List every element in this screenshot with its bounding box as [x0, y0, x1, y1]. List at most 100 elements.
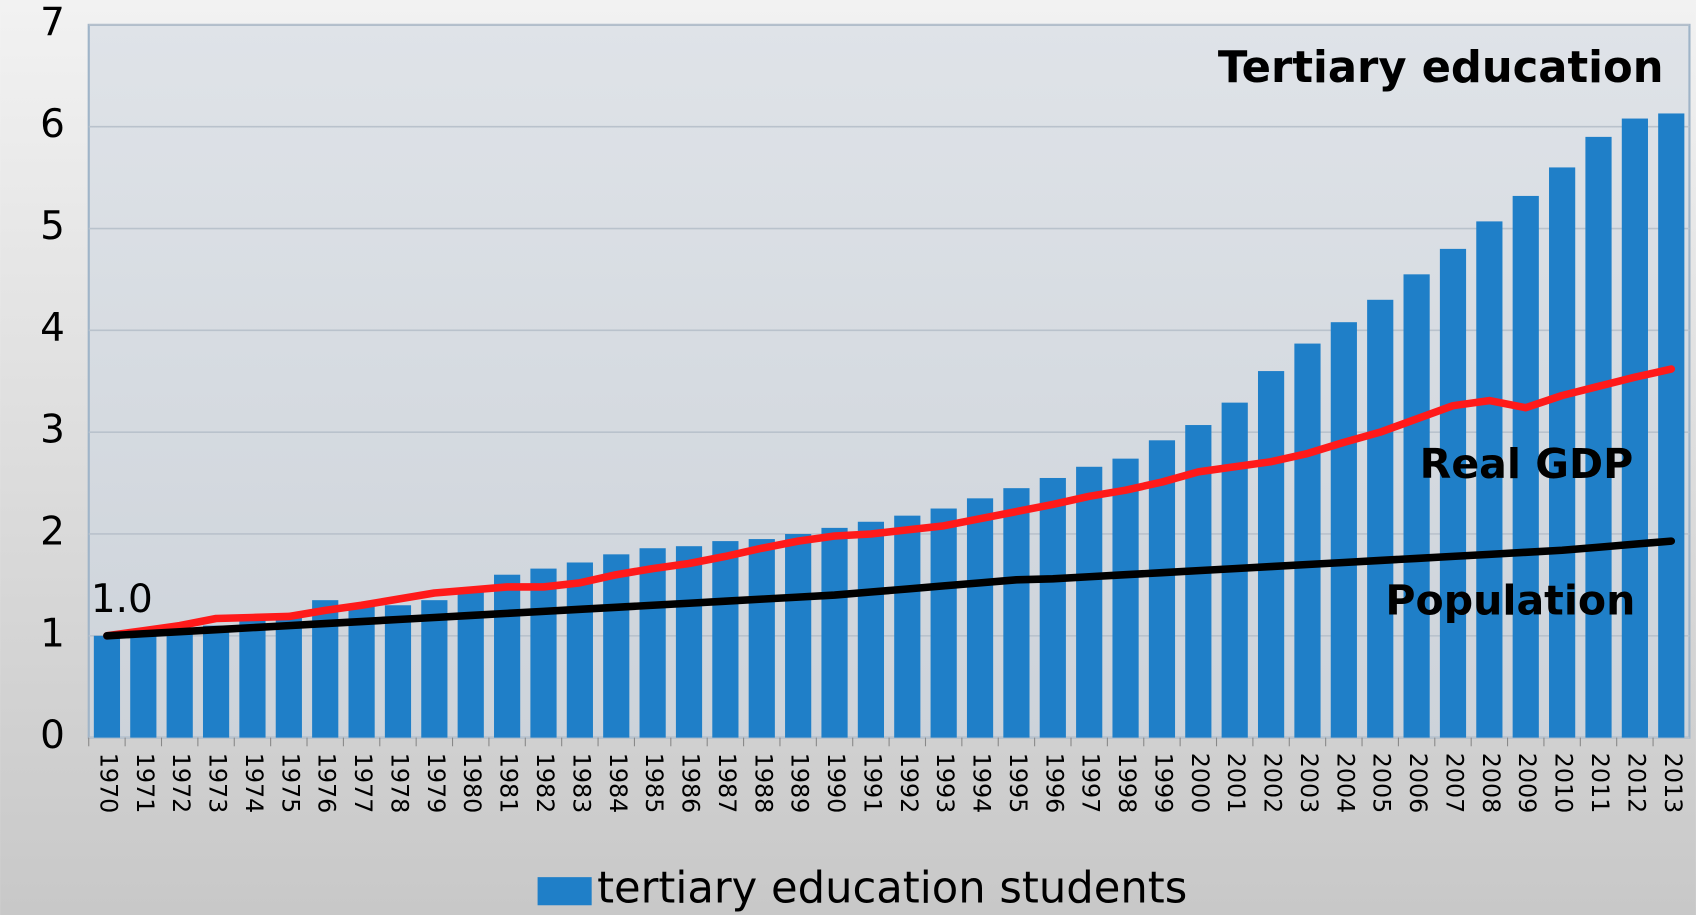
bar — [202, 625, 230, 738]
x-tick-label: 1983 — [567, 753, 595, 814]
bar — [675, 546, 703, 738]
bar — [785, 533, 812, 738]
x-tick-label: 1989 — [786, 753, 814, 814]
bar — [1148, 440, 1176, 738]
x-tick-label: 1982 — [531, 753, 559, 814]
x-tick-label: 1993 — [931, 753, 959, 814]
x-tick-label: 1991 — [858, 753, 886, 814]
bar — [966, 498, 994, 738]
bar — [1585, 136, 1612, 738]
bar — [1621, 118, 1648, 738]
x-tick-label: 1972 — [167, 753, 195, 814]
bar — [421, 600, 448, 738]
x-tick-label: 2002 — [1259, 753, 1287, 814]
bar — [275, 615, 302, 738]
bar — [1549, 167, 1576, 738]
bar — [348, 605, 375, 738]
x-tick-label: 2003 — [1295, 753, 1323, 814]
x-tick-label: 1977 — [349, 753, 377, 814]
x-tick-label: 2001 — [1222, 753, 1250, 814]
y-tick-label: 3 — [40, 408, 65, 453]
bar — [566, 562, 593, 738]
y-tick-label: 5 — [40, 204, 65, 249]
bar — [1076, 466, 1103, 738]
annotation: Tertiary education — [1218, 43, 1664, 93]
bar — [1039, 477, 1066, 738]
x-tick-label: 1974 — [240, 753, 268, 814]
bar — [494, 574, 521, 738]
x-tick-label: 1975 — [276, 753, 304, 814]
bar — [530, 568, 557, 738]
x-tick-label: 1984 — [604, 753, 632, 814]
x-tick-label: 2011 — [1586, 753, 1614, 814]
x-tick-label: 1988 — [749, 753, 777, 814]
bar — [239, 620, 266, 738]
x-tick-label: 2005 — [1368, 753, 1396, 814]
y-tick-label: 7 — [40, 0, 65, 45]
x-tick-label: 1996 — [1040, 753, 1068, 814]
bar — [1112, 458, 1139, 738]
x-tick-label: 2009 — [1513, 753, 1541, 814]
x-tick-label: 1981 — [495, 753, 523, 814]
bar — [894, 515, 921, 738]
bar — [1330, 322, 1357, 738]
y-tick-label: 0 — [40, 713, 65, 758]
line — [103, 365, 1676, 640]
x-tick-label: 2006 — [1404, 753, 1432, 814]
x-tick-label: 2007 — [1440, 753, 1468, 814]
annotation: 1.0 — [91, 577, 153, 622]
bar — [712, 541, 739, 738]
y-tick-label: 1 — [40, 611, 65, 656]
y-tick-label: 2 — [40, 509, 65, 554]
bar — [93, 635, 121, 738]
line — [103, 537, 1676, 640]
x-tick-label: 2010 — [1550, 753, 1578, 814]
bar — [603, 554, 630, 738]
x-tick-label: 1990 — [822, 753, 850, 814]
x-tick-label: 1978 — [385, 753, 413, 814]
x-tick-label: 1979 — [422, 753, 450, 814]
bar — [821, 527, 848, 738]
x-tick-label: 2012 — [1622, 753, 1650, 814]
x-tick-label: 1973 — [204, 753, 232, 814]
annotation: Population — [1385, 577, 1635, 625]
bar — [1294, 343, 1321, 738]
bar — [930, 508, 957, 738]
x-tick-label: 1992 — [895, 753, 923, 814]
bar — [130, 632, 157, 738]
x-tick-label: 1971 — [131, 753, 159, 814]
legend-swatch — [537, 877, 592, 906]
bar — [1512, 195, 1539, 738]
bar — [166, 628, 193, 738]
x-tick-label: 1987 — [713, 753, 741, 814]
x-tick-label: 2000 — [1186, 753, 1214, 814]
bar — [1439, 248, 1467, 738]
annotation: Real GDP — [1420, 440, 1634, 488]
x-tick-label: 2013 — [1659, 753, 1687, 814]
bar — [384, 605, 412, 738]
bar — [857, 521, 885, 738]
x-tick-label: 1985 — [640, 753, 668, 814]
x-tick-label: 1995 — [1004, 753, 1032, 814]
x-tick-label: 1994 — [968, 753, 996, 814]
x-tick-label: 2004 — [1331, 753, 1359, 814]
bar — [1257, 371, 1285, 738]
x-tick-label: 1970 — [94, 753, 122, 814]
x-tick-label: 1997 — [1077, 753, 1105, 814]
bar — [639, 548, 666, 738]
x-tick-label: 1976 — [313, 753, 341, 814]
y-tick-label: 4 — [40, 306, 65, 351]
x-tick-label: 1980 — [458, 753, 486, 814]
bar — [1003, 488, 1030, 738]
x-tick-label: 2008 — [1477, 753, 1505, 814]
bar — [1367, 299, 1394, 738]
x-tick-label: 1999 — [1149, 753, 1177, 814]
bar — [1658, 113, 1685, 738]
bar — [748, 539, 775, 738]
x-tick-label: 1986 — [677, 753, 705, 814]
bar — [1403, 274, 1430, 738]
y-tick-label: 6 — [40, 102, 65, 147]
x-tick-label: 1998 — [1113, 753, 1141, 814]
bar — [1476, 221, 1503, 738]
